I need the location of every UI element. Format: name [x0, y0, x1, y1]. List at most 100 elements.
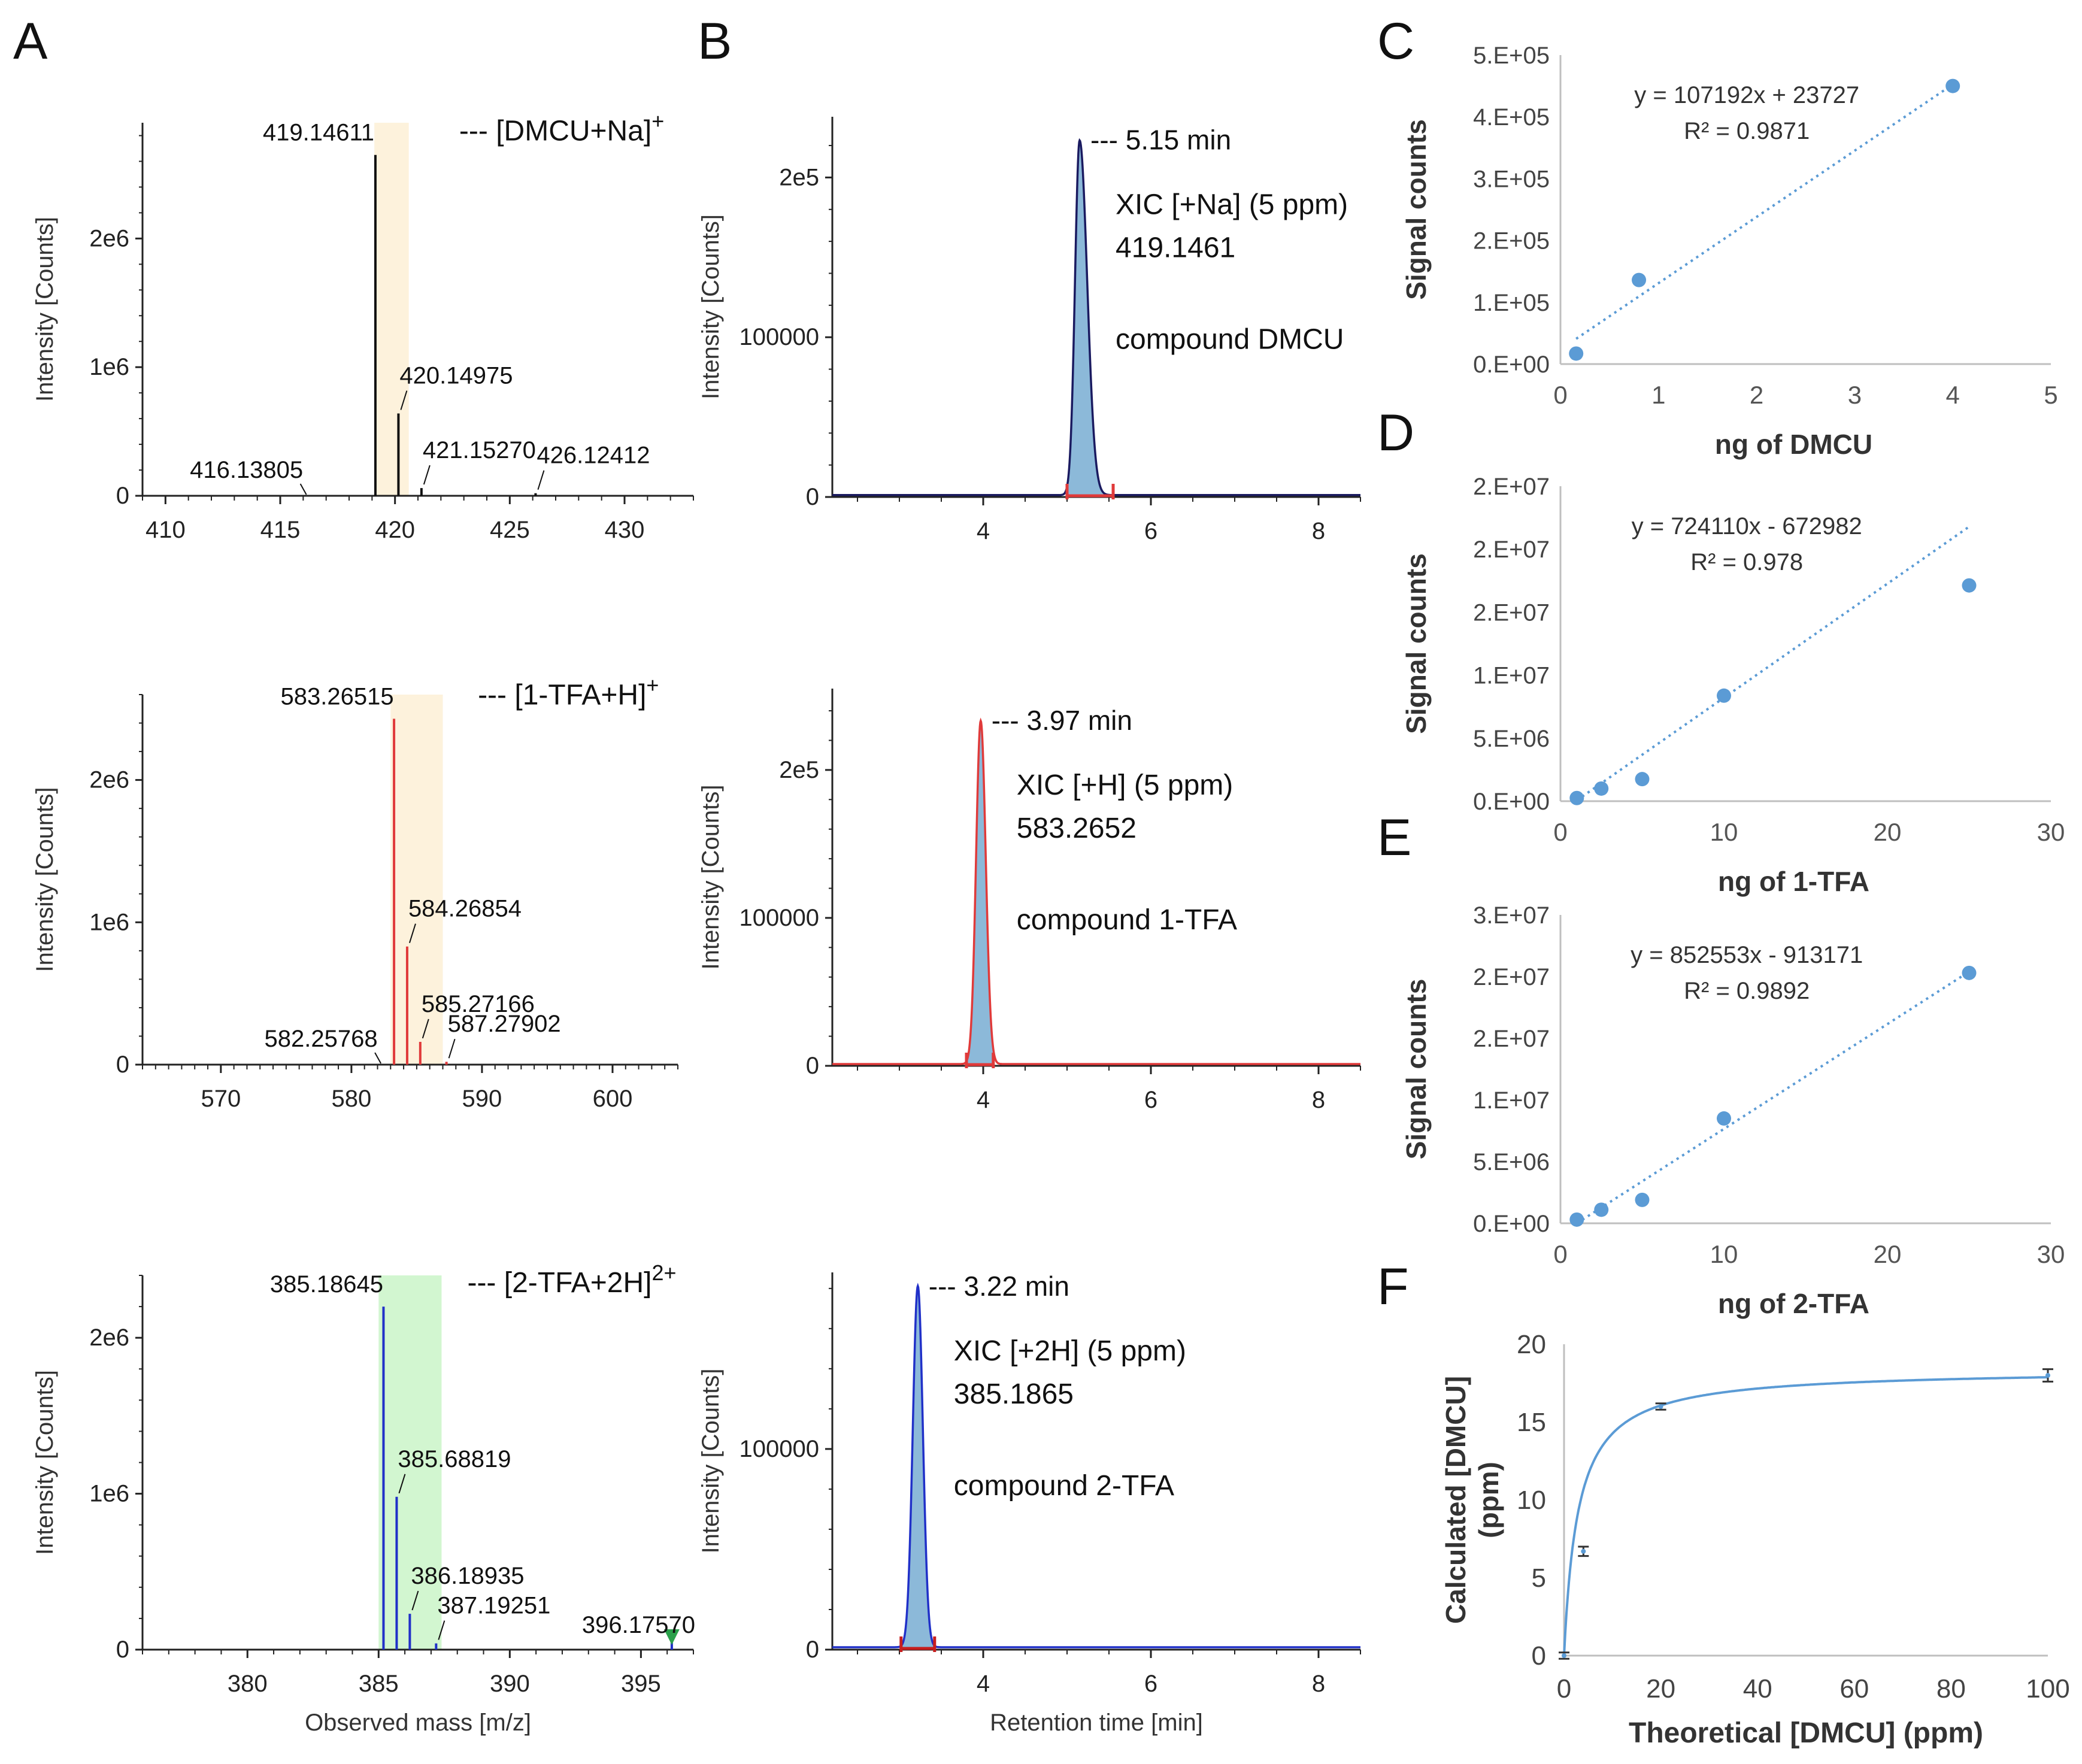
annotation-mass: 583.2652: [1017, 813, 1137, 844]
data-point: [1717, 1111, 1731, 1126]
x-tick-label: 570: [201, 1086, 241, 1112]
chart-c: 0.E+00 1.E+05 2.E+05 3.E+05 4.E+05 5.E+05 0 1 2 3…: [1401, 43, 2058, 460]
data-point: [1569, 790, 1584, 805]
x-tick-label: 410: [146, 517, 186, 543]
x-tick-label: 0: [1553, 1240, 1567, 1268]
peak-label: 419.14611: [263, 120, 374, 146]
x-axis-label: Retention time [min]: [990, 1710, 1203, 1736]
x-tick-label: 385: [359, 1671, 399, 1697]
y-tick-label: 2e5: [779, 757, 819, 783]
y-tick-label: 0: [806, 484, 819, 510]
y-axis-label: Intensity [Counts]: [698, 784, 724, 969]
highlight-band: [378, 1275, 442, 1650]
y-tick-label: 0.E+00: [1473, 1211, 1550, 1237]
chromatogram-trace: [832, 717, 1360, 1065]
annotation-compound: compound 2-TFA: [954, 1470, 1174, 1502]
y-tick-label: 3.E+05: [1473, 166, 1550, 192]
x-tick-label: 0: [1553, 818, 1567, 846]
y-tick-label: 0.E+00: [1473, 789, 1550, 815]
y-tick-label: 0: [806, 1636, 819, 1663]
panel-letter-b: B: [698, 13, 732, 70]
peak-label: 396.17570: [582, 1612, 695, 1638]
data-point: [1632, 272, 1647, 287]
equation-label: y = 852553x - 913171: [1631, 942, 1863, 968]
ion-label: --- [1-TFA+H]+: [478, 672, 659, 711]
x-tick-label: 4: [977, 1087, 990, 1113]
peak-label: 420.14975: [399, 363, 513, 389]
equation-label: y = 724110x - 672982: [1632, 513, 1862, 539]
trendline: [1576, 525, 1970, 802]
r-squared-label: R² = 0.9892: [1684, 978, 1810, 1004]
label-leader: [400, 390, 408, 410]
x-tick-label: 6: [1144, 1671, 1157, 1697]
peak-label: 583.26515: [281, 683, 394, 710]
x-tick-label: 40: [1743, 1674, 1772, 1704]
x-axis-label: Observed mass [m/z]: [305, 1710, 531, 1736]
y-tick-label: 0: [1532, 1641, 1546, 1671]
y-tick-label: 20: [1517, 1330, 1546, 1359]
y-axis-label: Signal counts: [1401, 979, 1432, 1160]
x-tick-label: 395: [621, 1671, 661, 1697]
x-tick-label: 4: [977, 1671, 990, 1697]
x-tick-label: 425: [490, 517, 530, 543]
y-tick-label: 100000: [740, 905, 819, 931]
x-tick-label: 10: [1710, 818, 1738, 846]
equation-label: y = 107192x + 23727: [1634, 82, 1859, 108]
peak-label: 426.12412: [537, 442, 650, 469]
data-point: [1717, 688, 1731, 703]
x-tick-label: 100: [2026, 1674, 2069, 1704]
ion-label: --- [DMCU+Na]+: [459, 108, 664, 147]
x-tick-label: 390: [490, 1671, 530, 1697]
ion-charge: 2+: [652, 1260, 677, 1285]
chart-a1: 0 1e6 2e6 410 415 420 425 430 Intensity [Counts]…: [32, 108, 694, 543]
y-tick-label: 0.E+00: [1473, 351, 1550, 378]
annotation-xic: XIC [+Na] (5 ppm): [1116, 189, 1348, 221]
x-tick-label: 6: [1144, 518, 1157, 544]
x-tick-label: 20: [1874, 1240, 1902, 1268]
y-tick-label: 5: [1532, 1563, 1546, 1593]
y-tick-label: 2.E+07: [1473, 537, 1550, 563]
y-tick-label: 2e6: [89, 767, 129, 793]
label-leader: [374, 1052, 381, 1064]
label-leader: [408, 923, 416, 944]
y-tick-label: 15: [1517, 1408, 1546, 1437]
peak-label: 585.27166: [422, 991, 535, 1017]
chart-d: 0.E+00 5.E+06 1.E+07 2.E+07 2.E+07 2.E+07 0 10 2…: [1401, 474, 2065, 897]
y-tick-label: 4.E+05: [1473, 104, 1550, 131]
data-point: [1658, 1404, 1663, 1409]
y-tick-label: 2.E+07: [1473, 599, 1550, 626]
chart-f: 0 5 10 15 20 0 20 40 60 80 100 Calculated [DMCU] (pp…: [1440, 1330, 2070, 1749]
peak-area: [1067, 140, 1113, 497]
chart-a3: 0 1e6 2e6 380 385 390 395 Intensity [Counts] Obs…: [32, 1260, 695, 1736]
y-tick-label: 1e6: [89, 354, 129, 380]
annotation-xic: XIC [+H] (5 ppm): [1017, 769, 1233, 801]
chromatogram-trace: [832, 1283, 1360, 1648]
x-tick-label: 2: [1750, 381, 1763, 409]
ion-label: --- [2-TFA+2H]2+: [467, 1260, 676, 1299]
chart-e: 0.E+00 5.E+06 1.E+07 2.E+07 2.E+07 3.E+07 0 10 2…: [1401, 902, 2065, 1319]
y-tick-label: 0: [116, 1051, 129, 1078]
annotation-compound: compound 1-TFA: [1017, 904, 1237, 936]
chart-b2: 0 100000 2e5 4 6 8 Intensity [Counts] --- 3.97 …: [698, 689, 1361, 1113]
panel-letter-a: A: [13, 13, 48, 70]
x-tick-label: 590: [462, 1086, 502, 1112]
peak-label: 587.27902: [448, 1011, 561, 1037]
data-point: [1635, 1192, 1650, 1207]
chromatogram-trace: [832, 138, 1360, 496]
data-point: [1562, 1653, 1566, 1658]
y-tick-label: 10: [1517, 1486, 1546, 1515]
label-leader: [537, 470, 545, 490]
label-leader: [422, 1019, 429, 1039]
peak-label: 582.25768: [265, 1026, 378, 1052]
panel-letter-f: F: [1377, 1258, 1409, 1316]
y-tick-label: 0: [806, 1053, 819, 1079]
x-tick-label: 8: [1312, 518, 1325, 544]
y-tick-label: 2.E+07: [1473, 964, 1550, 990]
y-axis-label-unit: (ppm): [1473, 1462, 1504, 1538]
peak-marker: [663, 1629, 680, 1645]
x-tick-label: 430: [605, 517, 645, 543]
y-tick-label: 2.E+07: [1473, 474, 1550, 500]
y-tick-label: 5.E+05: [1473, 43, 1550, 69]
panel-letter-d: D: [1377, 404, 1414, 462]
